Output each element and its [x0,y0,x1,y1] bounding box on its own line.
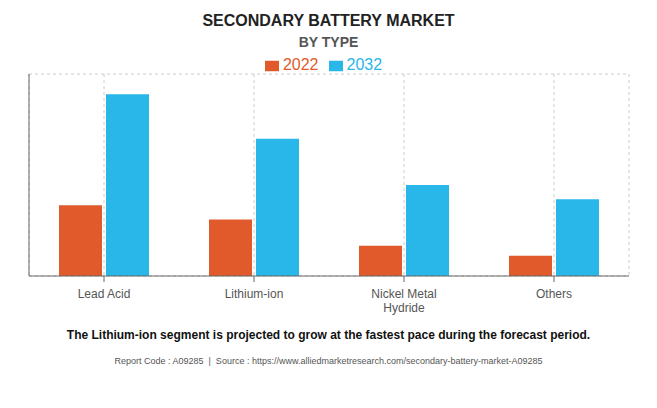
html-text:Report Code : A09285 | Source: Report Code : A09285 | Source : https://… [114,356,543,366]
svg-text:Nickel MetalHydride: Nickel MetalHydride [371,287,436,315]
html-text:2032: 2032 [346,56,383,73]
svg-text:Others: Others [536,287,572,301]
svg-text:Lead Acid: Lead Acid [78,287,131,301]
html-text:2022: 2022 [282,56,319,73]
html-text:The Lithium-ion segment is pro: The Lithium-ion segment is projected to … [66,328,591,342]
svg-text:Lithium-ion: Lithium-ion [225,287,284,301]
html-text:SECONDARY BATTERY MARKET: SECONDARY BATTERY MARKET [202,12,455,29]
html-text:BY TYPE: BY TYPE [298,34,359,50]
